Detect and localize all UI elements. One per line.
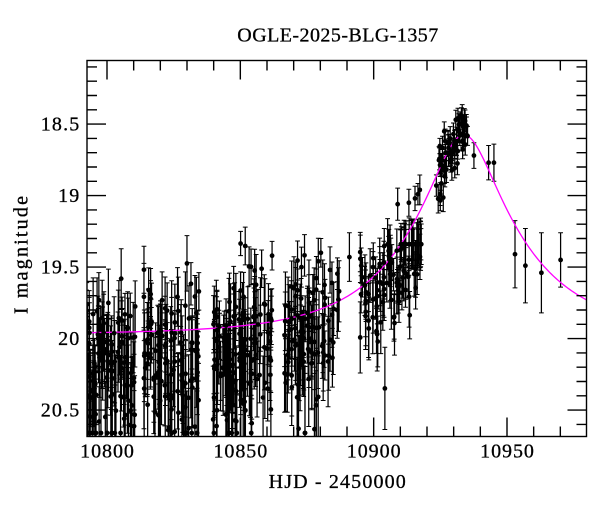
svg-text:10850: 10850	[213, 441, 268, 463]
svg-text:10950: 10950	[480, 441, 535, 463]
svg-text:19: 19	[58, 185, 80, 207]
svg-text:19.5: 19.5	[41, 257, 81, 279]
svg-text:10900: 10900	[347, 441, 402, 463]
svg-text:10800: 10800	[80, 441, 135, 463]
svg-text:I magnitude: I magnitude	[11, 194, 33, 314]
svg-text:HJD - 2450000: HJD - 2450000	[269, 471, 407, 493]
svg-text:20.5: 20.5	[41, 400, 81, 422]
svg-text:OGLE-2025-BLG-1357: OGLE-2025-BLG-1357	[237, 25, 438, 47]
svg-text:20: 20	[58, 328, 80, 350]
svg-text:18.5: 18.5	[41, 114, 81, 136]
